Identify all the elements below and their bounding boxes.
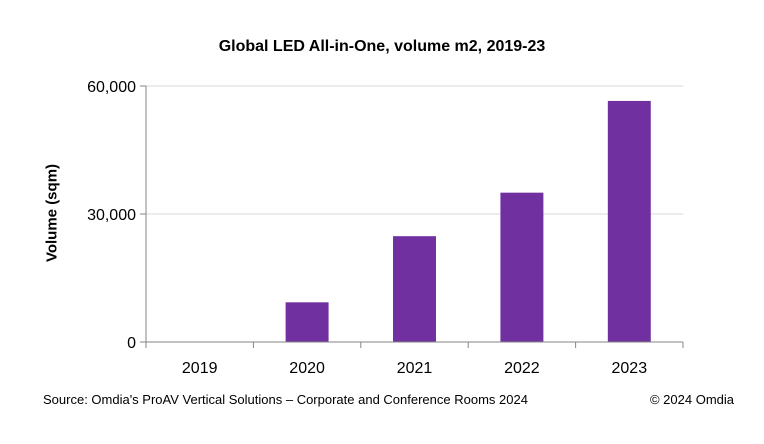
copyright-note: © 2024 Omdia — [649, 392, 734, 407]
x-tick-label: 2020 — [289, 360, 325, 377]
bar-2022 — [500, 192, 544, 342]
y-tick-label: 30,000 — [87, 207, 136, 224]
x-tick-label: 2023 — [612, 360, 648, 377]
x-tick-label: 2021 — [397, 360, 433, 377]
source-note: Source: Omdia's ProAV Vertical Solutions… — [43, 392, 528, 407]
y-tick-label: 0 — [127, 335, 136, 352]
bar-2021 — [393, 236, 436, 342]
bar-2023 — [607, 100, 651, 342]
x-tick-label: 2022 — [504, 360, 540, 377]
bar-2020 — [285, 302, 329, 342]
x-tick-label: 2019 — [182, 360, 218, 377]
chart-title: Global LED All-in-One, volume m2, 2019-2… — [218, 38, 546, 55]
y-tick-label: 60,000 — [87, 79, 136, 96]
